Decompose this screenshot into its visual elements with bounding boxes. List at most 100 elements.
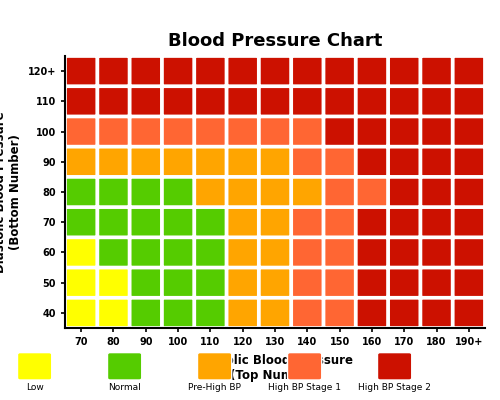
FancyBboxPatch shape bbox=[356, 117, 388, 146]
FancyBboxPatch shape bbox=[227, 117, 258, 146]
FancyBboxPatch shape bbox=[98, 57, 129, 86]
Text: Pre-High BP: Pre-High BP bbox=[188, 383, 241, 392]
FancyBboxPatch shape bbox=[260, 208, 290, 237]
Title: Blood Pressure Chart: Blood Pressure Chart bbox=[168, 32, 382, 50]
FancyBboxPatch shape bbox=[98, 117, 129, 146]
FancyBboxPatch shape bbox=[388, 238, 420, 267]
FancyBboxPatch shape bbox=[454, 178, 484, 206]
FancyBboxPatch shape bbox=[324, 238, 355, 267]
FancyBboxPatch shape bbox=[388, 117, 420, 146]
FancyBboxPatch shape bbox=[98, 87, 129, 116]
FancyBboxPatch shape bbox=[388, 268, 420, 297]
FancyBboxPatch shape bbox=[66, 147, 96, 176]
FancyBboxPatch shape bbox=[292, 298, 323, 327]
FancyBboxPatch shape bbox=[324, 87, 355, 116]
FancyBboxPatch shape bbox=[227, 147, 258, 176]
Text: Normal: Normal bbox=[108, 383, 141, 392]
FancyBboxPatch shape bbox=[260, 298, 290, 327]
FancyBboxPatch shape bbox=[162, 238, 194, 267]
FancyBboxPatch shape bbox=[388, 298, 420, 327]
FancyBboxPatch shape bbox=[260, 147, 290, 176]
FancyBboxPatch shape bbox=[162, 87, 194, 116]
FancyBboxPatch shape bbox=[195, 147, 226, 176]
FancyBboxPatch shape bbox=[356, 147, 388, 176]
FancyBboxPatch shape bbox=[162, 57, 194, 86]
FancyBboxPatch shape bbox=[260, 238, 290, 267]
FancyBboxPatch shape bbox=[324, 147, 355, 176]
FancyBboxPatch shape bbox=[292, 57, 323, 86]
FancyBboxPatch shape bbox=[421, 57, 452, 86]
FancyBboxPatch shape bbox=[162, 208, 194, 237]
FancyBboxPatch shape bbox=[195, 208, 226, 237]
FancyBboxPatch shape bbox=[324, 178, 355, 206]
FancyBboxPatch shape bbox=[356, 57, 388, 86]
FancyBboxPatch shape bbox=[356, 298, 388, 327]
Text: Low: Low bbox=[26, 383, 44, 392]
FancyBboxPatch shape bbox=[130, 57, 162, 86]
FancyBboxPatch shape bbox=[227, 298, 258, 327]
FancyBboxPatch shape bbox=[388, 178, 420, 206]
FancyBboxPatch shape bbox=[130, 87, 162, 116]
FancyBboxPatch shape bbox=[162, 298, 194, 327]
FancyBboxPatch shape bbox=[130, 238, 162, 267]
FancyBboxPatch shape bbox=[421, 208, 452, 237]
FancyBboxPatch shape bbox=[388, 147, 420, 176]
FancyBboxPatch shape bbox=[195, 298, 226, 327]
FancyBboxPatch shape bbox=[130, 117, 162, 146]
FancyBboxPatch shape bbox=[454, 117, 484, 146]
Text: High BP Stage 2: High BP Stage 2 bbox=[358, 383, 431, 392]
FancyBboxPatch shape bbox=[454, 268, 484, 297]
FancyBboxPatch shape bbox=[195, 117, 226, 146]
FancyBboxPatch shape bbox=[227, 87, 258, 116]
FancyBboxPatch shape bbox=[388, 57, 420, 86]
FancyBboxPatch shape bbox=[227, 268, 258, 297]
FancyBboxPatch shape bbox=[388, 208, 420, 237]
FancyBboxPatch shape bbox=[195, 178, 226, 206]
FancyBboxPatch shape bbox=[324, 298, 355, 327]
FancyBboxPatch shape bbox=[421, 238, 452, 267]
FancyBboxPatch shape bbox=[292, 147, 323, 176]
FancyBboxPatch shape bbox=[421, 178, 452, 206]
FancyBboxPatch shape bbox=[162, 147, 194, 176]
FancyBboxPatch shape bbox=[227, 178, 258, 206]
FancyBboxPatch shape bbox=[195, 238, 226, 267]
FancyBboxPatch shape bbox=[130, 268, 162, 297]
Y-axis label: Diastolic Blood Pressure
(Bottom Number): Diastolic Blood Pressure (Bottom Number) bbox=[0, 111, 22, 273]
FancyBboxPatch shape bbox=[292, 87, 323, 116]
FancyBboxPatch shape bbox=[454, 238, 484, 267]
FancyBboxPatch shape bbox=[356, 87, 388, 116]
FancyBboxPatch shape bbox=[421, 147, 452, 176]
FancyBboxPatch shape bbox=[324, 57, 355, 86]
X-axis label: Systolic Blood Pressure
(Top Number): Systolic Blood Pressure (Top Number) bbox=[197, 354, 353, 382]
FancyBboxPatch shape bbox=[324, 117, 355, 146]
FancyBboxPatch shape bbox=[454, 208, 484, 237]
FancyBboxPatch shape bbox=[66, 238, 96, 267]
FancyBboxPatch shape bbox=[162, 178, 194, 206]
FancyBboxPatch shape bbox=[162, 117, 194, 146]
FancyBboxPatch shape bbox=[66, 87, 96, 116]
FancyBboxPatch shape bbox=[356, 238, 388, 267]
Text: High BP Stage 1: High BP Stage 1 bbox=[268, 383, 341, 392]
FancyBboxPatch shape bbox=[195, 268, 226, 297]
FancyBboxPatch shape bbox=[356, 208, 388, 237]
FancyBboxPatch shape bbox=[260, 117, 290, 146]
FancyBboxPatch shape bbox=[98, 178, 129, 206]
FancyBboxPatch shape bbox=[454, 57, 484, 86]
FancyBboxPatch shape bbox=[454, 298, 484, 327]
FancyBboxPatch shape bbox=[227, 238, 258, 267]
FancyBboxPatch shape bbox=[454, 87, 484, 116]
FancyBboxPatch shape bbox=[98, 268, 129, 297]
FancyBboxPatch shape bbox=[421, 268, 452, 297]
FancyBboxPatch shape bbox=[130, 147, 162, 176]
FancyBboxPatch shape bbox=[324, 268, 355, 297]
FancyBboxPatch shape bbox=[292, 117, 323, 146]
FancyBboxPatch shape bbox=[227, 57, 258, 86]
FancyBboxPatch shape bbox=[292, 178, 323, 206]
FancyBboxPatch shape bbox=[130, 178, 162, 206]
FancyBboxPatch shape bbox=[98, 238, 129, 267]
FancyBboxPatch shape bbox=[130, 208, 162, 237]
FancyBboxPatch shape bbox=[292, 268, 323, 297]
FancyBboxPatch shape bbox=[356, 178, 388, 206]
FancyBboxPatch shape bbox=[130, 298, 162, 327]
FancyBboxPatch shape bbox=[388, 87, 420, 116]
